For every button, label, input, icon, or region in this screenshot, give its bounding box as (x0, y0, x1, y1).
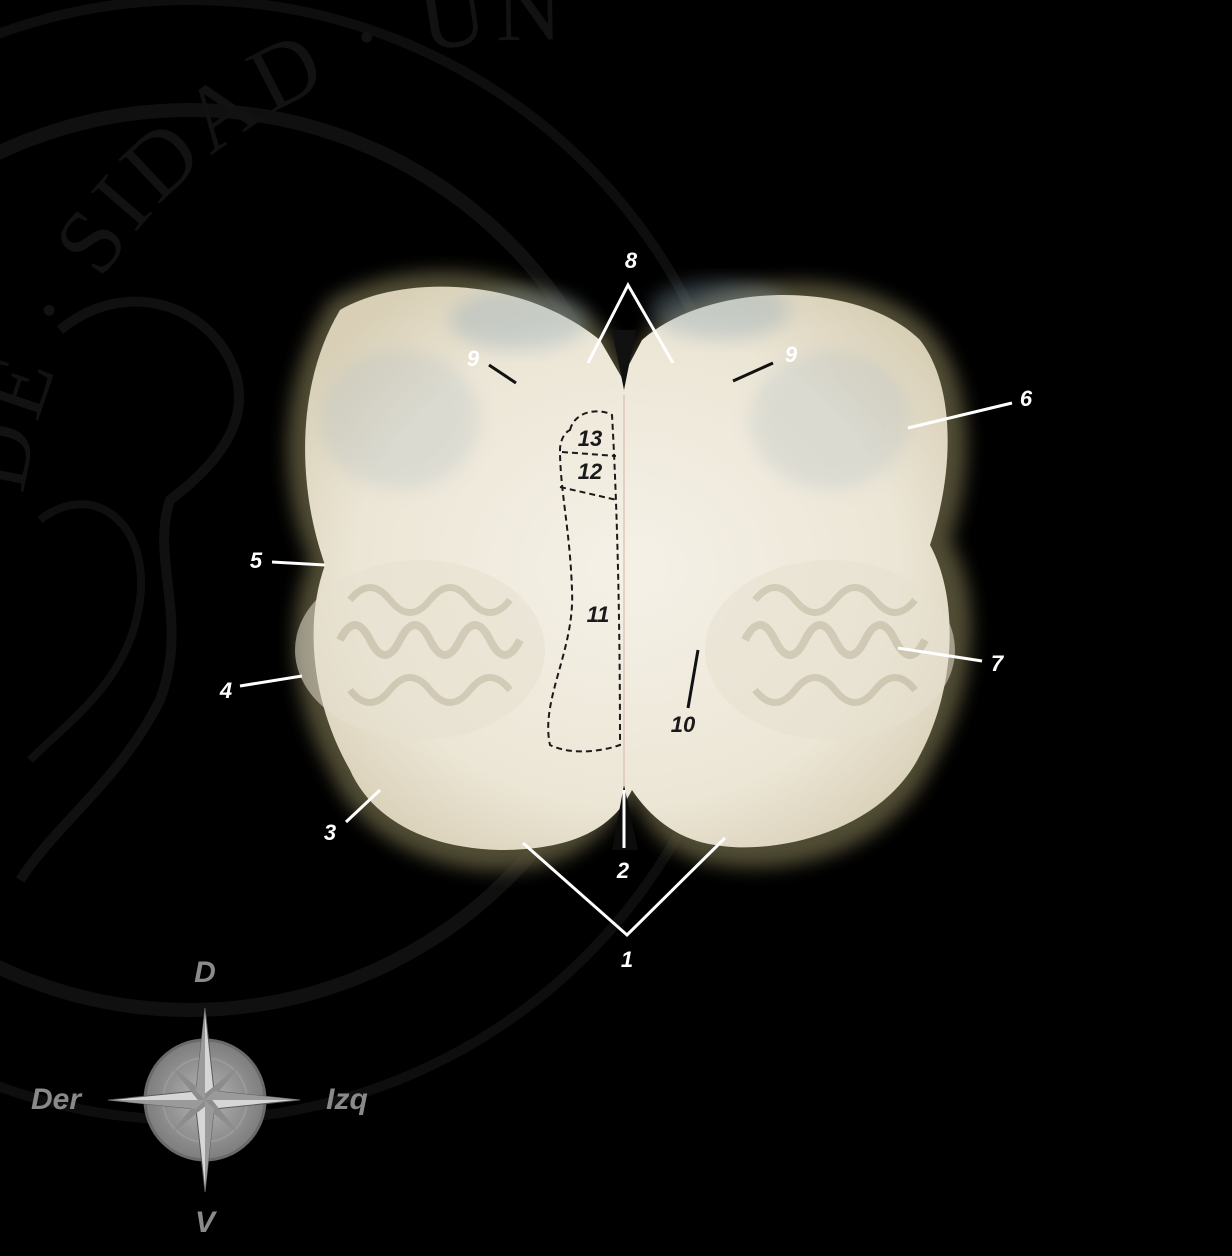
labels: 1 2 3 4 5 6 7 8 9 9 10 11 12 13 (219, 248, 1033, 972)
compass-label-ventral: V (195, 1206, 218, 1239)
label-12: 12 (578, 459, 603, 484)
label-13: 13 (578, 426, 602, 451)
leader-lines (239, 281, 1013, 938)
spinal-cord-section (287, 271, 972, 871)
leader-line-9-left (488, 363, 517, 385)
leader-line-6 (907, 401, 1013, 430)
label-4: 4 (219, 678, 232, 703)
dashed-region-outline (547, 410, 622, 753)
compass-label-dorsal: D (194, 956, 216, 989)
compass-label-right: Der (31, 1083, 83, 1116)
compass-rose: D V Der Izq (31, 956, 368, 1239)
leader-line-7 (897, 646, 983, 663)
leader-line-1 (522, 836, 727, 938)
label-9-right: 9 (785, 342, 798, 367)
label-9-left: 9 (467, 346, 480, 371)
label-10: 10 (671, 712, 696, 737)
label-8: 8 (625, 248, 638, 273)
label-5: 5 (250, 548, 263, 573)
label-11: 11 (587, 602, 610, 627)
leader-line-4 (239, 674, 303, 688)
label-2: 2 (616, 858, 630, 883)
compass-label-left: Izq (326, 1083, 368, 1116)
label-3: 3 (324, 820, 336, 845)
label-1: 1 (621, 947, 633, 972)
right-ventral-lobe (705, 560, 955, 740)
left-ventral-lobe (295, 560, 545, 740)
leader-line-10 (686, 649, 700, 709)
leader-line-3 (344, 788, 382, 824)
leader-line-9-right (732, 361, 774, 383)
leader-line-5 (271, 560, 326, 567)
dorsal-median-sulcus (612, 330, 636, 390)
label-7: 7 (991, 651, 1005, 676)
leader-line-8 (586, 281, 675, 364)
label-6: 6 (1020, 386, 1033, 411)
